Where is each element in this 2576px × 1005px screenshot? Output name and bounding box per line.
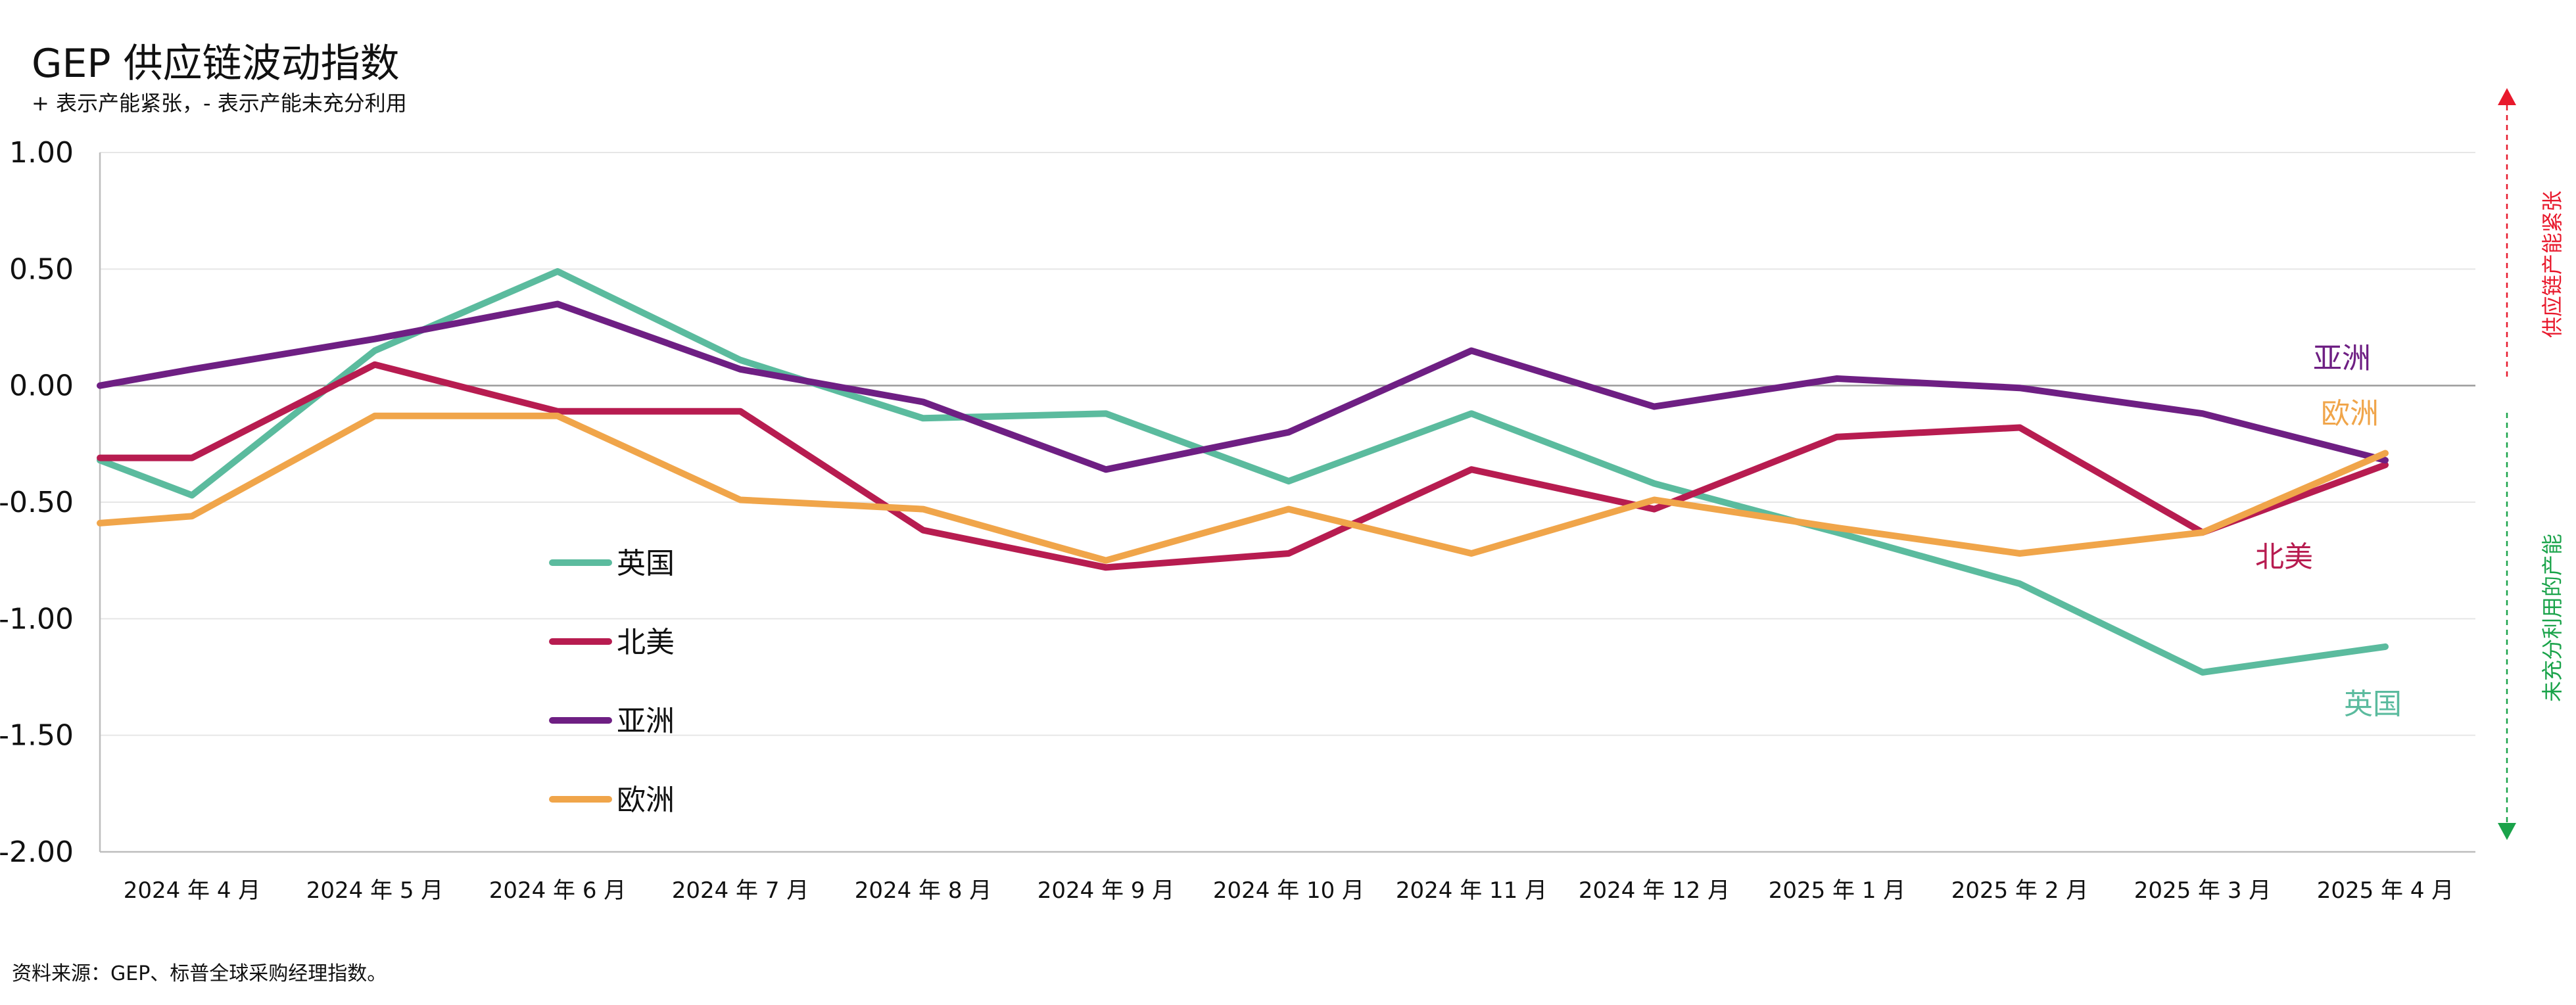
x-tick-label: 2024 年 10 月 [1213,877,1364,904]
capacity-underutilized-label: 未充分利用的产能 [2540,534,2565,702]
arrow-up-icon [2498,88,2516,105]
series-line-0 [97,268,2389,676]
series-end-label: 亚洲 [2313,342,2371,375]
capacity-tight-label: 供应链产能紧张 [2540,191,2565,338]
x-tick-label: 2024 年 6 月 [489,877,627,904]
source-note: 资料来源：GEP、标普全球采购经理指数。 [12,962,387,985]
chart-title: GEP 供应链波动指数 [32,41,400,87]
x-tick-label: 2025 年 2 月 [1951,877,2089,904]
legend-label: 英国 [617,547,675,580]
x-tick-label: 2025 年 1 月 [1769,877,1906,904]
y-tick-label: 1.00 [9,136,74,170]
x-tick-label: 2024 年 12 月 [1579,877,1730,904]
y-tick-label: -0.50 [0,486,74,519]
y-tick-label: -1.50 [0,719,74,753]
x-tick-label: 2025 年 4 月 [2317,877,2454,904]
x-tick-label: 2024 年 5 月 [306,877,444,904]
x-tick-label: 2024 年 11 月 [1396,877,1547,904]
arrow-down-icon [2498,823,2516,840]
series-line-2 [97,300,2389,473]
series-end-label: 北美 [2255,540,2313,574]
legend-label: 北美 [617,626,675,659]
series-line-1 [97,361,2389,571]
legend-label: 欧洲 [617,783,675,817]
x-tick-label: 2024 年 9 月 [1038,877,1175,904]
x-tick-label: 2024 年 8 月 [855,877,992,904]
x-tick-label: 2024 年 7 月 [672,877,809,904]
y-tick-label: 0.50 [9,252,74,286]
series-end-label: 欧洲 [2321,397,2379,431]
x-tick-label: 2024 年 4 月 [124,877,261,904]
y-tick-label: 0.00 [9,369,74,403]
y-tick-label: -2.00 [0,835,74,869]
chart-subtitle: + 表示产能紧张，- 表示产能未充分利用 [32,91,407,116]
legend-label: 亚洲 [617,705,675,738]
y-tick-label: -1.00 [0,602,74,636]
series-line-3 [97,412,2389,564]
series-end-label: 英国 [2344,688,2402,721]
x-tick-label: 2025 年 3 月 [2134,877,2272,904]
